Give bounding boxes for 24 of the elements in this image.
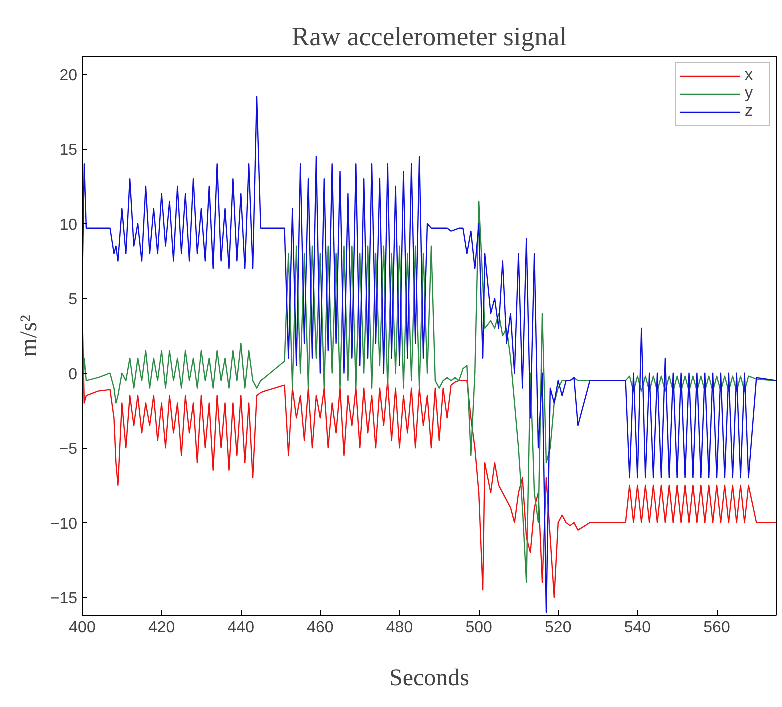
x-tick-label: 560 xyxy=(704,620,730,636)
x-tick-label: 480 xyxy=(386,620,414,636)
x-tick-label: 420 xyxy=(148,620,176,636)
y-axis-title: m/s² xyxy=(16,315,42,357)
y-tick-label: 15 xyxy=(60,142,78,160)
line-series xyxy=(82,200,776,584)
x-tick-label: 500 xyxy=(466,620,493,636)
y-tick-label: 10 xyxy=(60,216,78,234)
chart-title: Raw accelerometer signal xyxy=(292,22,568,52)
y-tick-label: 20 xyxy=(60,67,78,84)
y-tick-label: −10 xyxy=(50,516,78,533)
x-tick-label: 520 xyxy=(545,620,572,636)
y-tick-label: −5 xyxy=(59,441,78,458)
x-tick-label: 400 xyxy=(69,620,96,636)
x-tick-label: 460 xyxy=(307,620,334,636)
x-tick-label: 440 xyxy=(228,620,255,636)
y-tick-label: −15 xyxy=(50,590,78,608)
x-axis-title: Seconds xyxy=(390,666,470,692)
legend-label: x xyxy=(745,67,754,85)
y-tick-label: 0 xyxy=(68,366,78,384)
y-tick-label: 5 xyxy=(68,292,78,309)
x-tick-label: 540 xyxy=(624,620,652,636)
legend-label: y xyxy=(745,85,754,103)
legend-label: z xyxy=(745,103,754,121)
